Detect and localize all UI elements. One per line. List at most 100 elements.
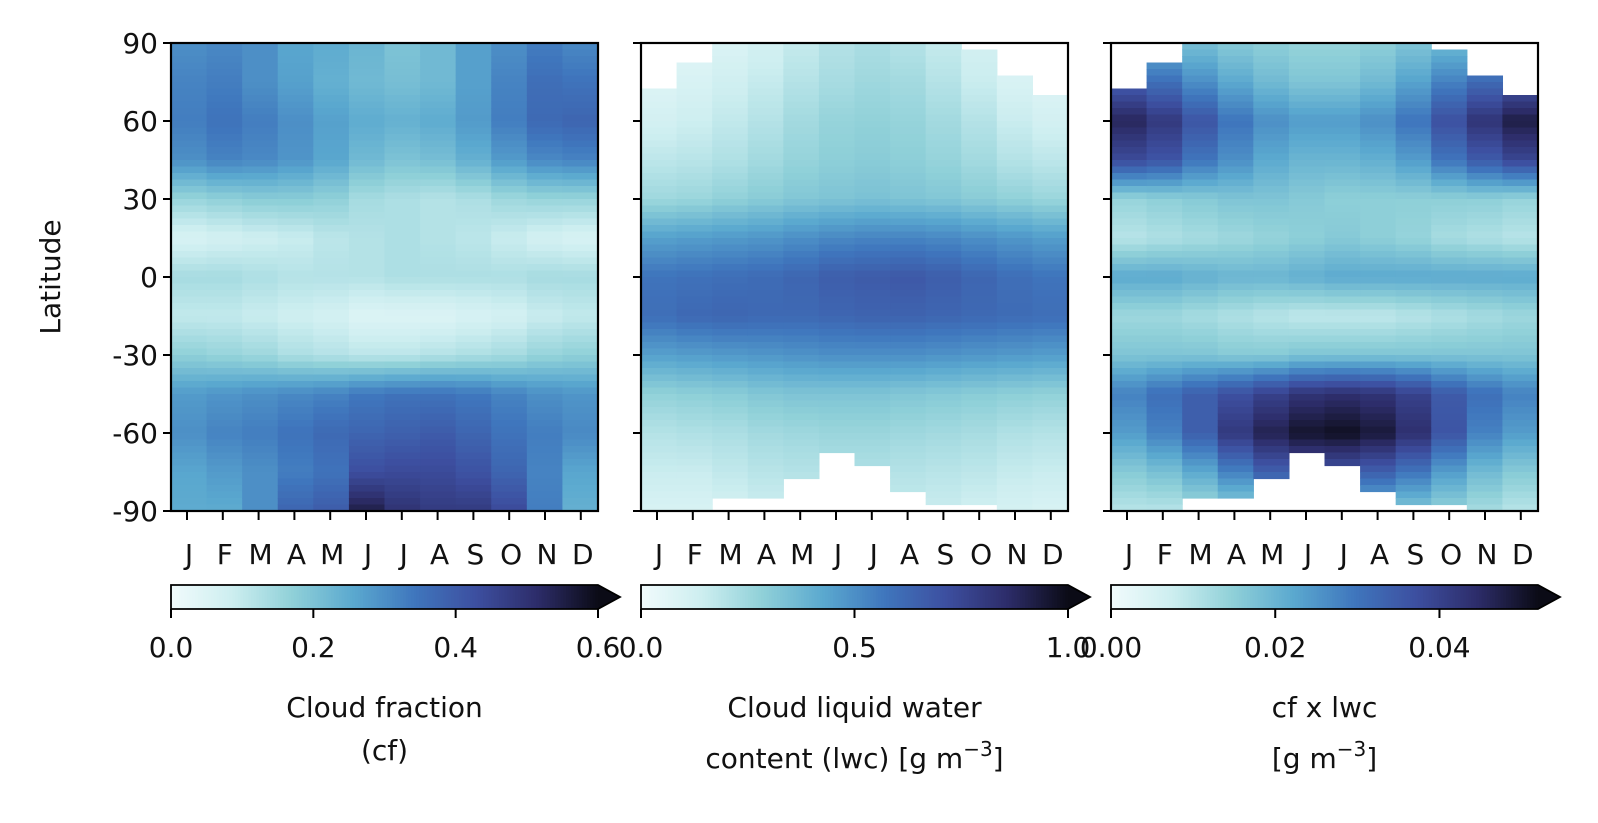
- heatmap-cell: [1253, 153, 1290, 161]
- heatmap-cell: [384, 225, 421, 233]
- colorbar-swatch: [1276, 585, 1280, 609]
- heatmap-cell: [455, 381, 492, 389]
- heatmap-cell: [890, 147, 927, 155]
- heatmap-cell: [712, 374, 749, 382]
- heatmap-cell: [313, 361, 350, 369]
- heatmap-cell: [420, 257, 457, 265]
- heatmap-cell: [562, 56, 599, 64]
- heatmap-cell: [348, 238, 386, 246]
- colorbar-swatch: [929, 585, 933, 609]
- heatmap-cell: [961, 62, 998, 70]
- heatmap-cell: [277, 127, 314, 135]
- heatmap-cell: [455, 95, 492, 103]
- heatmap-cell: [1032, 199, 1069, 207]
- colorbar-swatch: [496, 585, 500, 609]
- heatmap-cell: [996, 348, 1034, 356]
- heatmap-cell: [996, 368, 1034, 376]
- heatmap-cell: [1146, 192, 1183, 200]
- heatmap-cell: [747, 361, 784, 369]
- heatmap-cell: [313, 491, 350, 499]
- heatmap-cell: [641, 296, 678, 304]
- colorbar-swatch: [785, 585, 789, 609]
- colorbar-swatch: [269, 585, 274, 609]
- heatmap-cell: [1395, 335, 1432, 343]
- colorbar-swatch: [971, 585, 976, 609]
- heatmap-cell: [783, 329, 820, 337]
- heatmap-cell: [384, 75, 421, 83]
- heatmap-cell: [641, 316, 678, 324]
- colorbar-swatch: [801, 585, 805, 609]
- heatmap-cell: [562, 394, 599, 402]
- heatmap-cell: [961, 69, 998, 77]
- heatmap-cell: [747, 400, 784, 408]
- colorbar-swatch: [1332, 585, 1336, 609]
- heatmap-cell: [384, 173, 421, 181]
- heatmap-cell: [348, 491, 386, 499]
- heatmap-cell: [562, 348, 599, 356]
- heatmap-cell: [996, 218, 1034, 226]
- heatmap-cell: [1360, 303, 1397, 311]
- heatmap-cell: [1431, 355, 1468, 363]
- heatmap-cell: [818, 108, 856, 116]
- heatmap-cell: [1324, 199, 1361, 207]
- heatmap-cell: [1288, 160, 1326, 168]
- heatmap-cell: [1288, 433, 1326, 441]
- heatmap-cell: [783, 62, 820, 70]
- heatmap-cell: [1502, 413, 1539, 421]
- colorbar-swatch: [1236, 585, 1240, 609]
- heatmap-cell: [996, 472, 1034, 480]
- colorbar-swatch: [1217, 585, 1222, 609]
- heatmap-cell: [1431, 368, 1468, 376]
- colorbar-swatch: [331, 585, 335, 609]
- heatmap-cell: [854, 108, 891, 116]
- heatmap-cell: [1288, 231, 1326, 239]
- heatmap-cell: [1146, 108, 1183, 116]
- heatmap-cell: [455, 251, 492, 259]
- heatmap-cell: [1288, 166, 1326, 174]
- colorbar-swatch: [408, 585, 412, 609]
- colorbar-swatch: [1148, 585, 1152, 609]
- heatmap-cell: [1182, 160, 1219, 168]
- heatmap-cell: [1032, 270, 1069, 278]
- heatmap-cell: [712, 108, 749, 116]
- colorbar-swatch: [1025, 585, 1029, 609]
- colorbar-swatch: [283, 585, 287, 609]
- heatmap-cell: [818, 270, 856, 278]
- heatmap-cell: [1253, 231, 1290, 239]
- heatmap-cell: [1395, 459, 1432, 467]
- heatmap-cell: [783, 212, 820, 220]
- heatmap-cell: [961, 160, 998, 168]
- heatmap-cell: [996, 446, 1034, 454]
- heatmap-cell: [1324, 296, 1361, 304]
- heatmap-cell: [562, 244, 599, 252]
- colorbar-swatch: [453, 585, 458, 609]
- heatmap-cell: [1111, 472, 1148, 480]
- heatmap-cell: [925, 329, 962, 337]
- heatmap-cell: [384, 231, 421, 239]
- heatmap-cell: [1288, 43, 1326, 51]
- heatmap-cell: [1253, 290, 1290, 298]
- heatmap-cell: [420, 270, 457, 278]
- heatmap-cell: [526, 238, 564, 246]
- heatmap-cell: [1111, 348, 1148, 356]
- colorbar-swatch: [1321, 585, 1326, 609]
- heatmap-cell: [890, 459, 927, 467]
- heatmap-cell: [1466, 407, 1504, 415]
- heatmap-cell: [925, 452, 962, 460]
- colorbar-swatch: [581, 585, 586, 609]
- heatmap-cell: [818, 374, 856, 382]
- heatmap-cell: [242, 342, 279, 350]
- heatmap-cell: [1466, 205, 1504, 213]
- heatmap-cell: [925, 101, 962, 109]
- heatmap-cell: [1146, 342, 1183, 350]
- heatmap-cell: [1253, 355, 1290, 363]
- heatmap-cell: [562, 173, 599, 181]
- heatmap-cell: [526, 199, 564, 207]
- heatmap-cell: [783, 394, 820, 402]
- colorbar-swatch: [285, 585, 290, 609]
- heatmap-cell: [854, 179, 891, 187]
- heatmap-cell: [420, 394, 457, 402]
- colorbar-swatch: [689, 585, 693, 609]
- heatmap-cell: [455, 374, 492, 382]
- colorbar-swatch: [1153, 585, 1157, 609]
